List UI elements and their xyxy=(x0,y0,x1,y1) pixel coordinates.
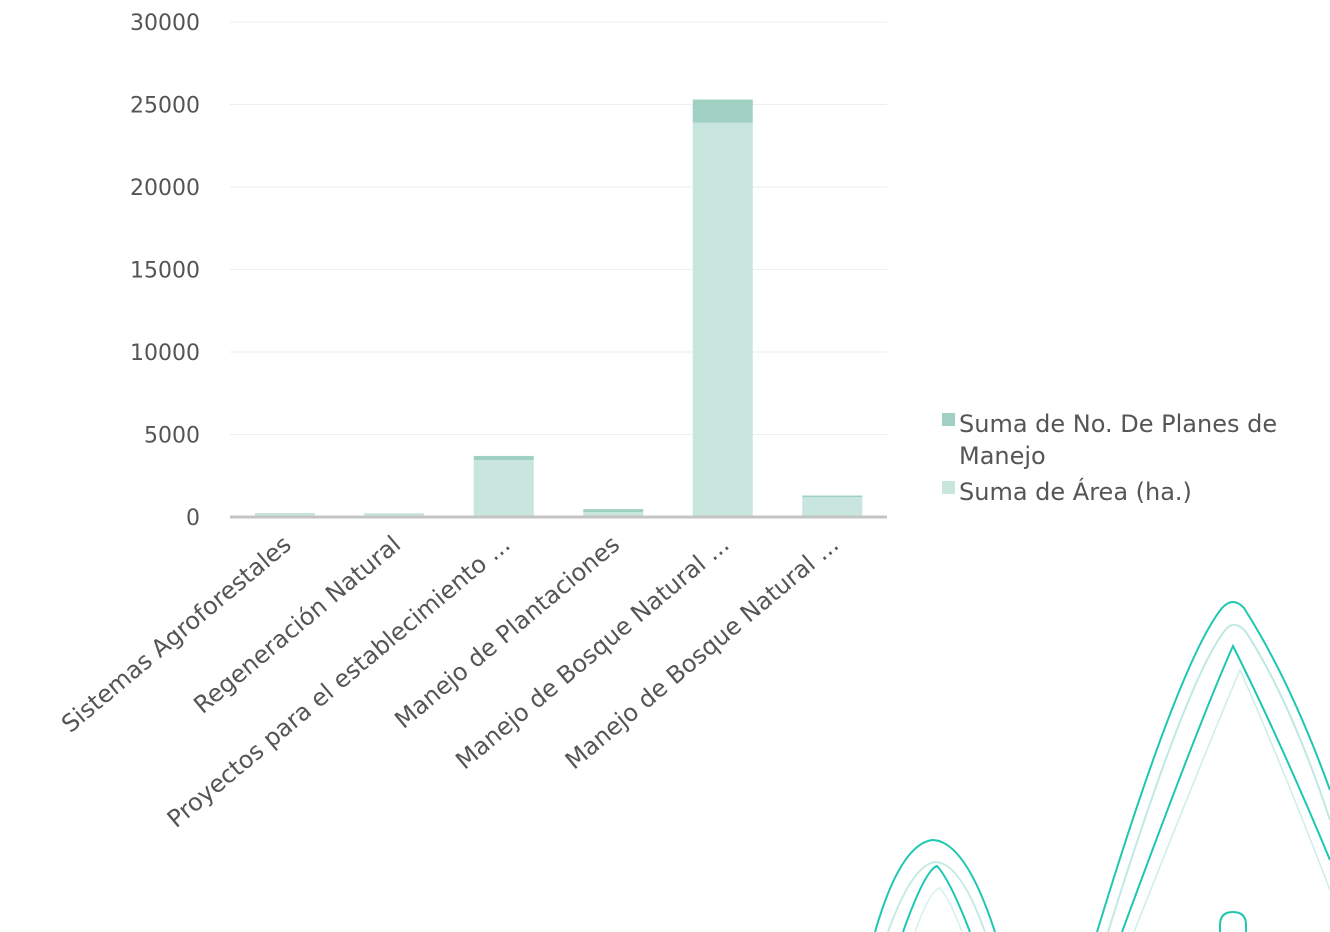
bar-segment xyxy=(583,509,644,513)
legend-label: Suma de Área (ha.) xyxy=(959,478,1192,506)
legend: Suma de No. De Planes de Manejo Suma de Á… xyxy=(942,408,1327,512)
y-tick-label: 25000 xyxy=(130,94,200,119)
bar-segment xyxy=(692,122,753,518)
y-tick-label: 10000 xyxy=(130,341,200,366)
bar-segment xyxy=(473,460,534,517)
legend-swatch xyxy=(942,413,955,426)
legend-item: Suma de Área (ha.) xyxy=(942,476,1327,508)
legend-swatch xyxy=(942,481,955,494)
y-tick-label: 5000 xyxy=(144,424,200,449)
bar-segment xyxy=(692,99,753,123)
bar-segment xyxy=(473,455,534,461)
bar-segment xyxy=(254,513,315,515)
legend-item: Suma de No. De Planes de Manejo xyxy=(942,408,1327,472)
y-tick-label: 15000 xyxy=(130,259,200,284)
y-tick-label: 30000 xyxy=(130,11,200,36)
bar-segment xyxy=(802,495,863,498)
decoration xyxy=(874,601,1330,932)
x-tick-label: Manejo de Plantaciones xyxy=(389,530,625,734)
y-tick-label: 20000 xyxy=(130,176,200,201)
bar-segment xyxy=(583,512,644,517)
bar-segment xyxy=(802,497,863,517)
legend-label: Suma de No. De Planes de Manejo xyxy=(959,410,1278,470)
x-tick-label: Sistemas Agroforestales xyxy=(56,530,296,738)
x-tick-label: Regeneración Natural xyxy=(188,530,406,719)
y-tick-label: 0 xyxy=(186,506,200,531)
